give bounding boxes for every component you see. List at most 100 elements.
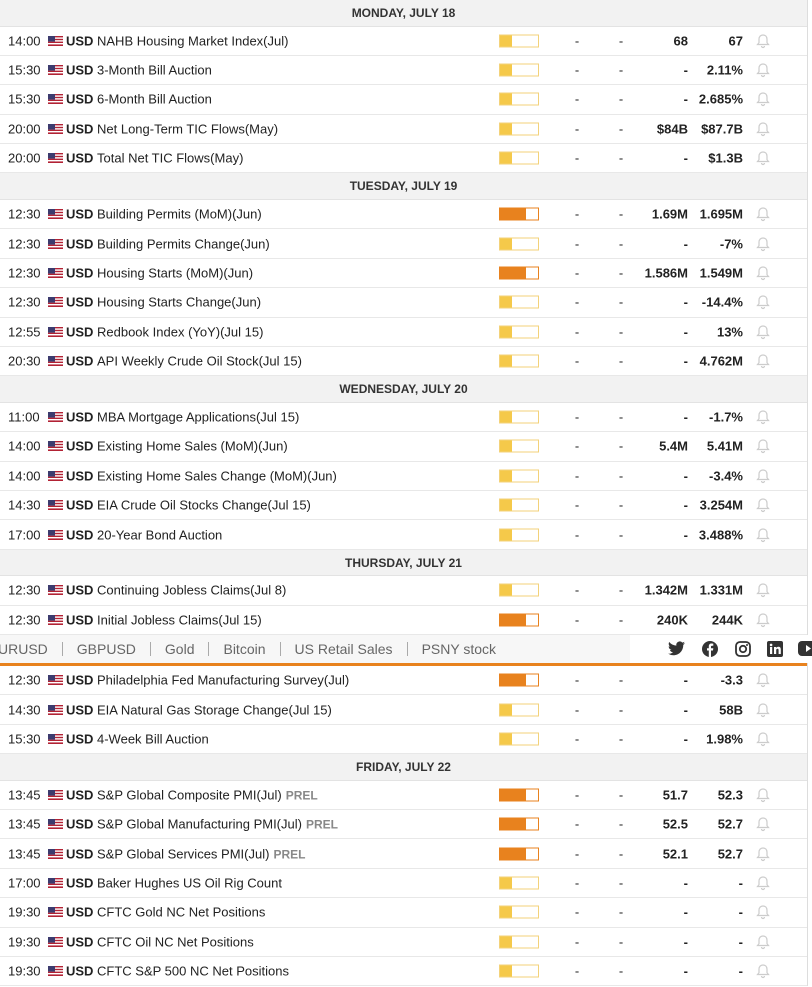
- previous: $1.3B: [708, 150, 743, 166]
- alert-bell[interactable]: [756, 207, 770, 222]
- event-title: S&P Global Manufacturing PMI(Jul): [97, 816, 302, 832]
- trending-bar: URUSD GBPUSD Gold Bitcoin US Retail Sales PSN…: [0, 635, 812, 667]
- alert-bell[interactable]: [756, 354, 770, 369]
- event-time: 12:30: [8, 265, 41, 281]
- trending-link[interactable]: Gold: [164, 641, 195, 658]
- alert-bell[interactable]: [756, 702, 770, 717]
- consensus: 1.342M: [644, 582, 688, 598]
- trending-link[interactable]: URUSD: [0, 641, 48, 658]
- deviation: -: [618, 438, 624, 454]
- actual: -: [574, 265, 580, 281]
- impact-indicator: [499, 92, 539, 106]
- alert-bell[interactable]: [756, 121, 770, 136]
- alert-bell[interactable]: [756, 33, 770, 48]
- currency: USD: [66, 206, 94, 222]
- impact-fill: [500, 440, 512, 452]
- currency: USD: [66, 294, 94, 310]
- previous: -3.4%: [709, 468, 743, 484]
- impact-indicator: [499, 498, 539, 512]
- impact-indicator: [499, 237, 539, 251]
- actual: -: [574, 409, 580, 425]
- previous: -7%: [719, 236, 743, 252]
- previous: 3.488%: [698, 527, 743, 543]
- alert-bell[interactable]: [756, 612, 770, 627]
- impact-fill: [500, 499, 512, 511]
- impact-fill: [500, 411, 512, 423]
- previous: -: [738, 934, 743, 950]
- linkedin-icon[interactable]: [767, 641, 783, 658]
- alert-bell[interactable]: [756, 964, 770, 979]
- event-time: 14:00: [8, 468, 41, 484]
- alert-bell[interactable]: [756, 439, 770, 454]
- alert-bell[interactable]: [756, 732, 770, 747]
- us-flag: [48, 529, 63, 540]
- alert-bell[interactable]: [756, 905, 770, 920]
- alert-bell[interactable]: [756, 817, 770, 832]
- impact-fill: [500, 818, 526, 830]
- impact-fill: [500, 584, 512, 596]
- instagram-icon[interactable]: [735, 641, 751, 657]
- alert-bell[interactable]: [756, 92, 770, 107]
- trending-link[interactable]: Bitcoin: [223, 641, 266, 658]
- alert-bell[interactable]: [756, 846, 770, 861]
- alert-bell[interactable]: [756, 265, 770, 280]
- day-header: TUESDAY, JULY 19: [0, 173, 807, 200]
- trending-link[interactable]: GBPUSD: [76, 641, 136, 658]
- consensus: 52.5: [662, 816, 688, 832]
- us-flag: [48, 411, 63, 422]
- alert-bell[interactable]: [756, 468, 770, 483]
- currency: USD: [66, 265, 94, 281]
- facebook-icon[interactable]: [702, 641, 718, 658]
- deviation: -: [618, 875, 624, 891]
- trending-link[interactable]: US Retail Sales: [294, 641, 393, 658]
- alert-bell[interactable]: [756, 324, 770, 339]
- alert-bell[interactable]: [756, 583, 770, 598]
- currency: USD: [66, 62, 94, 78]
- event-name: CFTC S&P 500 NC Net Positions: [97, 964, 289, 979]
- actual: -: [574, 468, 580, 484]
- event-name: 20-Year Bond Auction: [97, 527, 222, 542]
- alert-bell[interactable]: [756, 409, 770, 425]
- event-title: Redbook Index (YoY)(Jul 15): [97, 324, 264, 340]
- impact-fill: [500, 848, 526, 860]
- actual: -: [574, 582, 580, 598]
- event-title: Baker Hughes US Oil Rig Count: [97, 875, 282, 891]
- alert-bell[interactable]: [756, 295, 770, 310]
- alert-bell[interactable]: [756, 151, 770, 166]
- impact-indicator: [499, 295, 539, 309]
- alert-bell[interactable]: [756, 673, 770, 688]
- actual: -: [574, 91, 580, 107]
- trending-link[interactable]: PSNY stock: [421, 641, 496, 658]
- event-name: CFTC Oil NC Net Positions: [97, 934, 254, 949]
- impact-fill: [500, 355, 512, 367]
- deviation: -: [618, 731, 624, 747]
- event-title: NAHB Housing Market Index(Jul): [97, 33, 289, 49]
- alert-bell[interactable]: [756, 934, 770, 949]
- impact-fill: [500, 674, 526, 686]
- alert-bell[interactable]: [756, 787, 770, 802]
- alert-bell[interactable]: [756, 527, 770, 542]
- deviation: -: [618, 527, 624, 543]
- alert-bell[interactable]: [756, 236, 770, 251]
- youtube-icon[interactable]: [798, 641, 812, 657]
- consensus: -: [683, 702, 688, 718]
- currency: USD: [66, 846, 94, 862]
- actual: -: [574, 353, 580, 369]
- alert-bell[interactable]: [756, 498, 770, 513]
- alert-bell[interactable]: [756, 876, 770, 891]
- deviation: -: [618, 121, 624, 137]
- impact-fill: [500, 123, 512, 135]
- impact-indicator: [499, 935, 539, 949]
- us-flag: [48, 209, 63, 220]
- event-time: 14:00: [8, 438, 41, 454]
- alert-bell[interactable]: [756, 63, 770, 78]
- event-row: 14:30 USD EIA Natural Gas Storage Change(J…: [0, 695, 807, 725]
- impact-indicator: [499, 964, 539, 978]
- actual: -: [574, 816, 580, 832]
- event-title: S&P Global Services PMI(Jul): [97, 846, 270, 862]
- currency: USD: [66, 904, 94, 920]
- twitter-icon[interactable]: [668, 641, 685, 656]
- event-name: Philadelphia Fed Manufacturing Survey(Ju…: [97, 673, 349, 688]
- impact-fill: [500, 470, 512, 482]
